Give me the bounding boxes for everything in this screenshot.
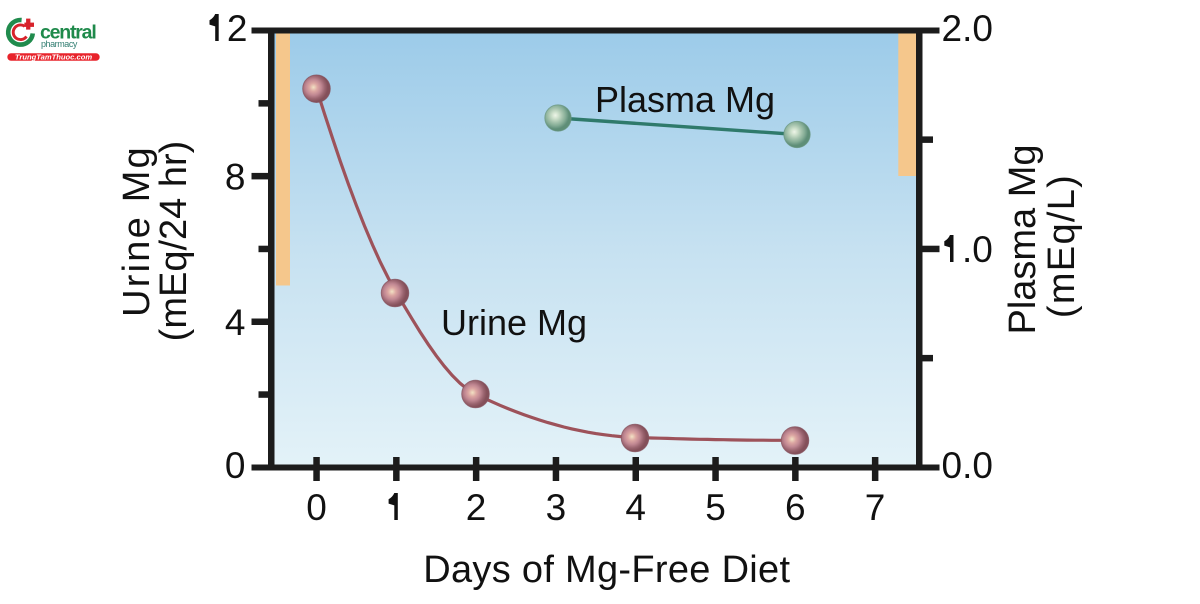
svg-text:5: 5 (705, 487, 726, 528)
svg-text:2: 2 (227, 8, 248, 49)
svg-text:pharmacy: pharmacy (41, 39, 78, 49)
svg-text:7: 7 (865, 487, 886, 528)
svg-text:TrungTamThuoc.com: TrungTamThuoc.com (15, 52, 92, 61)
svg-text:.0: .0 (962, 229, 993, 270)
svg-text:3: 3 (546, 487, 567, 528)
svg-text:4: 4 (625, 487, 646, 528)
svg-text:(mEq/L): (mEq/L) (1041, 174, 1083, 318)
svg-text:4: 4 (225, 302, 246, 343)
svg-text:Days of Mg-Free Diet: Days of Mg-Free Diet (423, 549, 790, 591)
svg-text:0.0: 0.0 (942, 445, 993, 486)
svg-text:(mEq/24 hr): (mEq/24 hr) (153, 141, 195, 342)
svg-text:Urine Mg: Urine Mg (116, 145, 158, 317)
svg-text:2.0: 2.0 (942, 8, 993, 49)
svg-text:central: central (40, 22, 96, 44)
svg-text:8: 8 (225, 156, 246, 197)
svg-text:Urine Mg: Urine Mg (441, 302, 587, 343)
svg-text:2: 2 (466, 487, 487, 528)
svg-text:6: 6 (785, 487, 806, 528)
svg-text:Plasma Mg: Plasma Mg (1002, 144, 1044, 334)
svg-text:Plasma Mg: Plasma Mg (595, 79, 775, 120)
svg-text:0: 0 (306, 487, 327, 528)
svg-text:0: 0 (225, 445, 246, 486)
